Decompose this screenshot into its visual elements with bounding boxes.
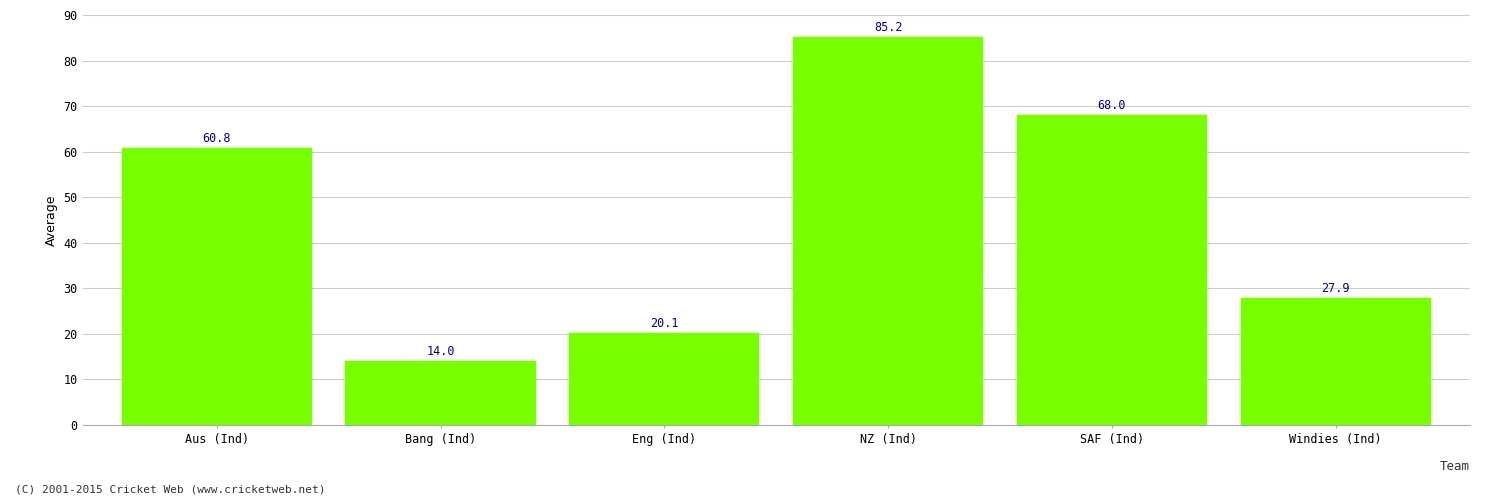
Bar: [1240, 298, 1431, 425]
Bar: [345, 361, 536, 425]
Bar: [568, 334, 759, 425]
Text: 85.2: 85.2: [874, 20, 903, 34]
Bar: [794, 37, 984, 425]
Text: 60.8: 60.8: [202, 132, 231, 145]
Y-axis label: Average: Average: [45, 194, 58, 246]
Text: 20.1: 20.1: [650, 317, 678, 330]
Text: 27.9: 27.9: [1322, 282, 1350, 294]
Text: 14.0: 14.0: [426, 345, 454, 358]
Bar: [122, 148, 312, 425]
Text: 68.0: 68.0: [1098, 99, 1126, 112]
Text: (C) 2001-2015 Cricket Web (www.cricketweb.net): (C) 2001-2015 Cricket Web (www.cricketwe…: [15, 485, 326, 495]
Bar: [1017, 115, 1208, 425]
Text: Team: Team: [1440, 460, 1470, 473]
